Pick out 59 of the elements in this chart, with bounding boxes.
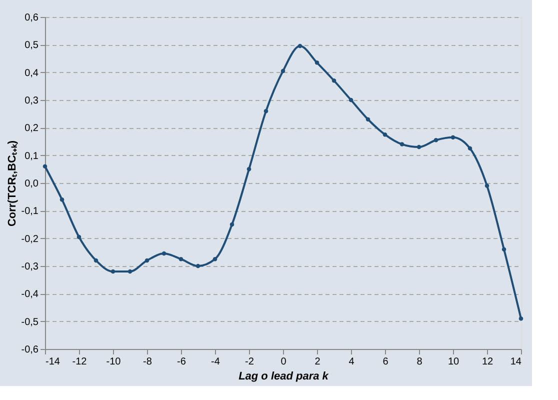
y-tick-label: 0,1	[24, 150, 39, 162]
x-tick-label: -4	[211, 356, 220, 368]
x-tick-label: 12	[482, 356, 494, 368]
y-tick-label: 0,6	[24, 12, 39, 24]
point	[246, 167, 252, 172]
point	[434, 138, 438, 142]
y-axis-title: Corr(TCRₜ,BCₜ₊ₖ)	[6, 140, 18, 227]
x-tick-label: -14	[46, 356, 60, 368]
point	[144, 258, 150, 263]
x-tick-label: -8	[143, 356, 152, 368]
point	[298, 44, 302, 48]
x-tick-label: 4	[348, 356, 355, 368]
point	[212, 256, 218, 262]
point	[366, 117, 370, 122]
x-tick-label: -10	[106, 356, 122, 368]
x-tick-label: -2	[245, 356, 254, 368]
point	[450, 135, 456, 140]
x-tick-label: 10	[448, 356, 460, 368]
point	[468, 146, 472, 151]
point	[280, 68, 286, 74]
y-tick-label: -0,6	[21, 344, 39, 356]
x-tick-label: 8	[416, 356, 423, 368]
point	[332, 78, 336, 83]
x-tick-label: 2	[314, 356, 321, 368]
point	[60, 197, 64, 202]
point	[196, 264, 200, 268]
x-axis-title: Lag o lead para k	[238, 370, 330, 382]
y-tick-label: -0,2	[21, 234, 39, 245]
y-tick-label: 0,3	[24, 96, 39, 106]
y-tick-label: -0,3	[21, 262, 39, 272]
point	[76, 234, 82, 240]
point	[348, 98, 354, 102]
point	[128, 269, 132, 274]
point	[94, 258, 98, 263]
point	[518, 316, 524, 321]
point	[230, 222, 234, 227]
y-tick-label: -0,4	[21, 289, 39, 300]
y-tick-label: 0,0	[24, 178, 39, 190]
y-tick-label: -0,1	[21, 206, 39, 218]
y-tick-label: -0,5	[21, 316, 39, 328]
point	[162, 251, 166, 256]
x-tick-label: 14	[510, 356, 522, 368]
y-tick-label: 0,2	[24, 123, 39, 134]
x-tick-label: -6	[177, 356, 186, 368]
x-tick-label: 0	[280, 356, 287, 368]
point	[178, 256, 184, 262]
point	[484, 184, 490, 188]
point	[264, 108, 268, 114]
y-tick-label: 0,4	[24, 68, 39, 79]
x-tick-label: 6	[382, 356, 389, 368]
point	[502, 247, 506, 252]
x-tick-label: -12	[72, 356, 88, 368]
point	[416, 144, 422, 150]
point	[42, 164, 48, 169]
point	[382, 132, 388, 137]
point	[314, 60, 320, 65]
point	[110, 269, 116, 274]
point	[400, 142, 404, 146]
y-tick-label: 0,5	[24, 40, 39, 52]
